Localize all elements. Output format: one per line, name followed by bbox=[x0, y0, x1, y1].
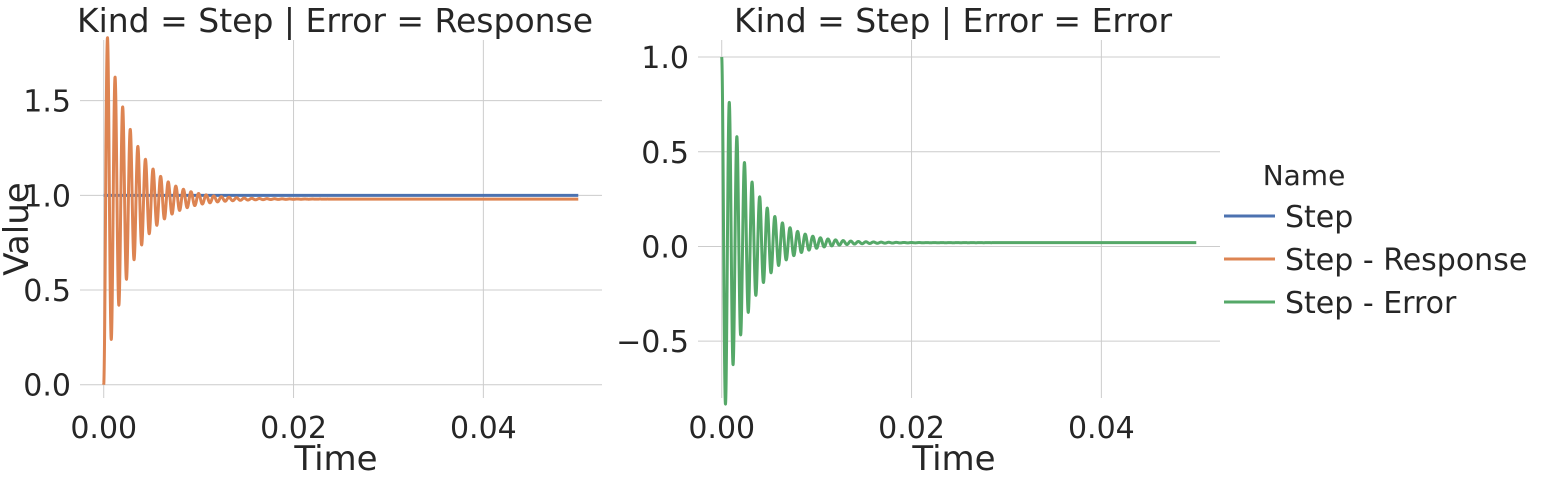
legend-entry-step-response: Step - Response bbox=[1224, 243, 1527, 278]
x-tick-label: 0.00 bbox=[70, 411, 137, 446]
panel-error: 0.00 0.02 0.04 −0.5 0.0 0.5 1.0 Kind = Step | E… bbox=[616, 1, 1220, 479]
y-tick-label: 1.0 bbox=[23, 179, 71, 214]
series-line-step-response bbox=[102, 36, 580, 385]
series-line-step-error bbox=[720, 56, 1198, 406]
x-tick-label: 0.04 bbox=[1068, 411, 1135, 446]
x-axis-label: Time bbox=[911, 439, 995, 479]
legend-label-step-error: Step - Error bbox=[1285, 286, 1457, 321]
legend-entry-step: Step bbox=[1224, 200, 1353, 235]
y-tick-label: 0.5 bbox=[641, 136, 689, 171]
x-tick-label: 0.02 bbox=[878, 411, 945, 446]
x-tick-label: 0.00 bbox=[688, 411, 755, 446]
y-tick-label: −0.5 bbox=[616, 325, 689, 360]
panel-title: Kind = Step | Error = Response bbox=[77, 1, 593, 40]
legend-entry-step-error: Step - Error bbox=[1224, 286, 1457, 321]
y-tick-label: 0.5 bbox=[23, 274, 71, 309]
x-tick-label: 0.02 bbox=[260, 411, 327, 446]
panel-response: 0.00 0.02 0.04 0.0 0.5 1.0 1.5 Kind = Step | Er… bbox=[0, 1, 602, 479]
legend-title: Name bbox=[1263, 159, 1346, 192]
y-tick-label: 0.0 bbox=[641, 230, 689, 265]
y-axis-label: Value bbox=[0, 182, 37, 275]
y-tick-label: 1.5 bbox=[23, 85, 71, 120]
y-tick-label: 1.0 bbox=[641, 41, 689, 76]
x-axis-label: Time bbox=[293, 439, 377, 479]
panel-title: Kind = Step | Error = Error bbox=[734, 1, 1172, 40]
legend: Name Step Step - Response Step - Error bbox=[1224, 159, 1527, 321]
legend-label-step-response: Step - Response bbox=[1285, 243, 1527, 278]
y-tick-label: 0.0 bbox=[23, 369, 71, 404]
x-tick-label: 0.04 bbox=[450, 411, 517, 446]
legend-label-step: Step bbox=[1285, 200, 1353, 235]
